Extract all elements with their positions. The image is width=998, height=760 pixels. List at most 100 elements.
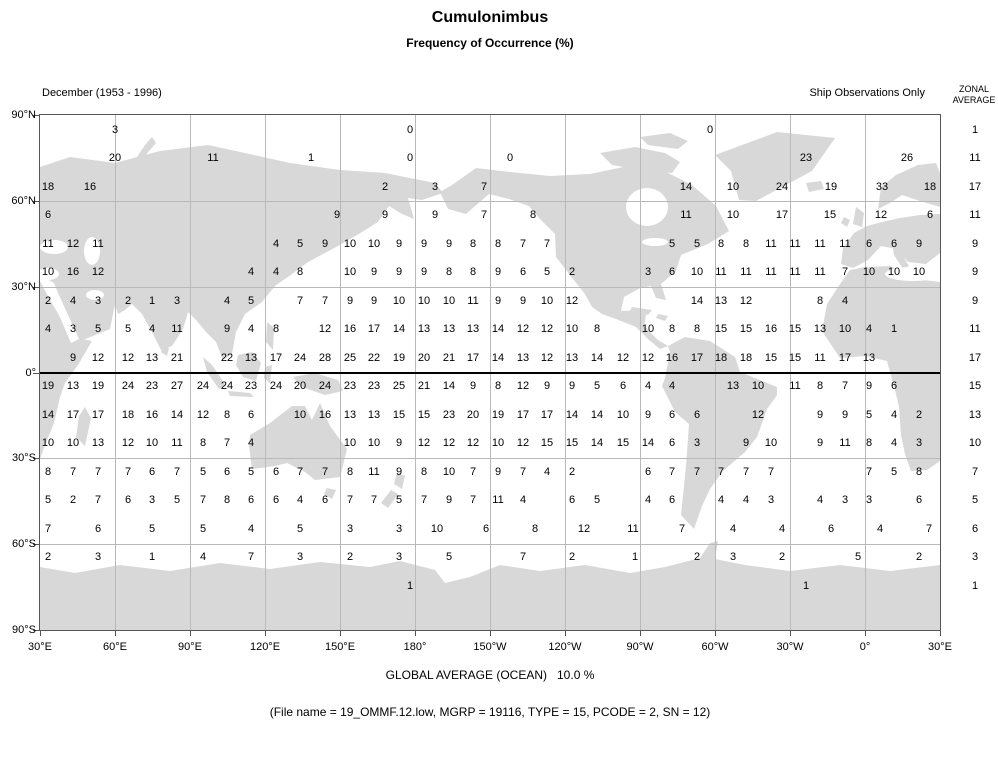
grid-value: 7 [693, 466, 701, 478]
landmass-africa-east [40, 281, 92, 459]
grid-value: 3 [94, 551, 102, 563]
island-nz-north [394, 472, 405, 489]
grid-value: 4 [543, 466, 551, 478]
lon-tick-label: 150°W [473, 641, 507, 653]
grid-value: 9 [445, 494, 453, 506]
grid-value: 7 [519, 551, 527, 563]
grid-value: 17 [466, 352, 480, 364]
grid-value: 16 [145, 409, 159, 421]
grid-value: 24 [269, 380, 283, 392]
grid-value: 33 [875, 181, 889, 193]
grid-value: 9 [223, 323, 231, 335]
grid-value: 9 [543, 380, 551, 392]
zonal-average-value: 9 [971, 266, 979, 278]
grid-value: 9 [395, 238, 403, 250]
latitude-tick [33, 630, 39, 631]
grid-value: 11 [839, 238, 851, 250]
grid-value: 7 [124, 466, 132, 478]
grid-value: 14 [491, 352, 505, 364]
grid-value: 9 [568, 380, 576, 392]
longitude-tick [715, 631, 716, 636]
grid-value: 5 [593, 494, 601, 506]
grid-value: 10 [293, 409, 307, 421]
grid-value: 3 [296, 551, 304, 563]
grid-value: 8 [296, 266, 304, 278]
zonal-average-value: 9 [971, 238, 979, 250]
grid-value: 5 [395, 494, 403, 506]
grid-value: 13 [417, 323, 431, 335]
grid-value: 17 [269, 352, 283, 364]
grid-value: 7 [841, 380, 849, 392]
longitude-tick [340, 631, 341, 636]
grid-value: 19 [824, 181, 838, 193]
grid-value: 10 [343, 266, 357, 278]
grid-value: 8 [272, 323, 280, 335]
grid-value: 13 [244, 352, 258, 364]
grid-value: 10 [66, 437, 80, 449]
zonal-average-value: 11 [969, 323, 981, 335]
period-label: December (1953 - 1996) [42, 87, 162, 99]
grid-value: 9 [865, 380, 873, 392]
grid-value: 10 [442, 295, 456, 307]
grid-value: 24 [121, 380, 135, 392]
grid-value: 9 [469, 380, 477, 392]
grid-value: 3 [173, 295, 181, 307]
grid-value: 15 [823, 209, 837, 221]
grid-value: 4 [890, 409, 898, 421]
grid-value: 7 [865, 466, 873, 478]
grid-value: 9 [333, 209, 341, 221]
zonal-average-value: 6 [971, 523, 979, 535]
grid-value: 3 [346, 523, 354, 535]
grid-value: 6 [926, 209, 934, 221]
grid-value: 8 [593, 323, 601, 335]
grid-value: 10 [145, 437, 159, 449]
grid-value: 6 [915, 494, 923, 506]
grid-value: 19 [392, 352, 406, 364]
grid-value: 12 [466, 437, 480, 449]
grid-value: 10 [764, 437, 778, 449]
grid-value: 15 [739, 323, 753, 335]
grid-value: 10 [343, 437, 357, 449]
zonal-average-value: 5 [971, 494, 979, 506]
grid-value: 1 [890, 323, 898, 335]
grid-value: 10 [690, 266, 704, 278]
latitude-tick [33, 200, 39, 202]
grid-value: 24 [220, 380, 234, 392]
grid-value: 3 [729, 551, 737, 563]
grid-value: 17 [775, 209, 789, 221]
grid-value: 3 [841, 494, 849, 506]
grid-value: 6 [890, 380, 898, 392]
grid-value: 5 [296, 523, 304, 535]
grid-value: 7 [69, 466, 77, 478]
grid-value: 2 [346, 551, 354, 563]
grid-value: 12 [516, 437, 530, 449]
landmass-north-america [440, 166, 729, 349]
grid-value: 6 [44, 209, 52, 221]
grid-value: 13 [91, 437, 105, 449]
grid-value: 10 [343, 238, 357, 250]
island-novaya-zemlya [135, 137, 156, 167]
lon-tick-label: 60°E [103, 641, 127, 653]
grid-value: 19 [491, 409, 505, 421]
grid-value: 10 [417, 295, 431, 307]
global-average-label: GLOBAL AVERAGE (OCEAN) 10.0 % [385, 668, 595, 682]
grid-value: 0 [506, 152, 514, 164]
grid-value: 4 [841, 295, 849, 307]
grid-value: 7 [519, 466, 527, 478]
grid-value: 23 [343, 380, 357, 392]
grid-value: 6 [321, 494, 329, 506]
grid-value: 19 [41, 380, 55, 392]
grid-value: 1 [148, 295, 156, 307]
grid-value: 2 [693, 551, 701, 563]
grid-value: 12 [751, 409, 765, 421]
grid-value: 16 [764, 323, 778, 335]
grid-value: 4 [44, 323, 52, 335]
grid-value: 8 [816, 295, 824, 307]
grid-value: 6 [148, 466, 156, 478]
grid-value: 10 [616, 409, 630, 421]
grid-value: 0 [406, 124, 414, 136]
zonal-average-value: 1 [971, 580, 979, 592]
grid-value: 8 [44, 466, 52, 478]
grid-value: 13 [726, 380, 740, 392]
grid-value: 3 [431, 181, 439, 193]
